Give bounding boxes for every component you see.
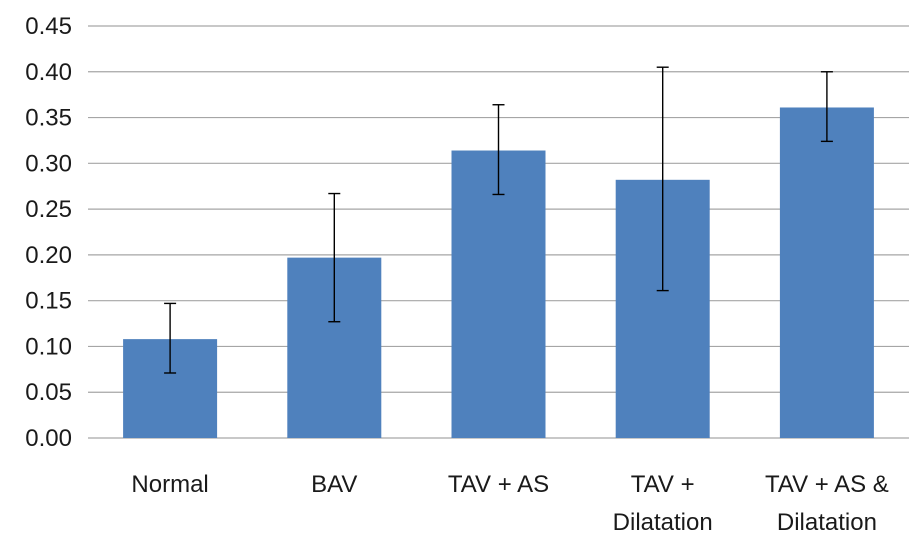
error-bar xyxy=(656,66,669,292)
x-category-label: TAV + AS & xyxy=(765,471,889,498)
y-tick-label: 0.20 xyxy=(25,242,72,269)
x-category-label: Dilatation xyxy=(777,509,877,533)
y-tick-label: 0.30 xyxy=(25,150,72,177)
error-bar xyxy=(492,104,505,196)
x-category-label: TAV + xyxy=(631,471,695,498)
error-bar xyxy=(164,302,177,374)
error-bar xyxy=(328,192,341,323)
y-tick-label: 0.25 xyxy=(25,196,72,223)
error-bars xyxy=(164,66,833,374)
y-tick-label: 0.10 xyxy=(25,333,72,360)
y-axis-tick-labels: 0.00 0.05 0.10 0.15 0.20 0.25 0.30 0.35 0.40 0.45 xyxy=(25,13,72,452)
y-tick-label: 0.45 xyxy=(25,13,72,40)
y-tick-label: 0.05 xyxy=(25,379,72,406)
bar xyxy=(779,107,874,439)
x-category-label: Normal xyxy=(131,471,208,498)
x-category-label: BAV xyxy=(311,471,357,498)
bar xyxy=(451,150,546,438)
y-tick-label: 0.35 xyxy=(25,105,72,132)
y-tick-label: 0.40 xyxy=(25,59,72,86)
y-tick-label: 0.15 xyxy=(25,288,72,315)
y-tick-label: 0.00 xyxy=(25,425,72,452)
error-bar xyxy=(820,71,833,143)
x-axis-category-labels: Normal BAV TAV + AS TAV + Dilatation TAV + AS… xyxy=(131,471,888,533)
x-category-label: TAV + AS xyxy=(448,471,549,498)
x-category-label: Dilatation xyxy=(613,509,713,533)
